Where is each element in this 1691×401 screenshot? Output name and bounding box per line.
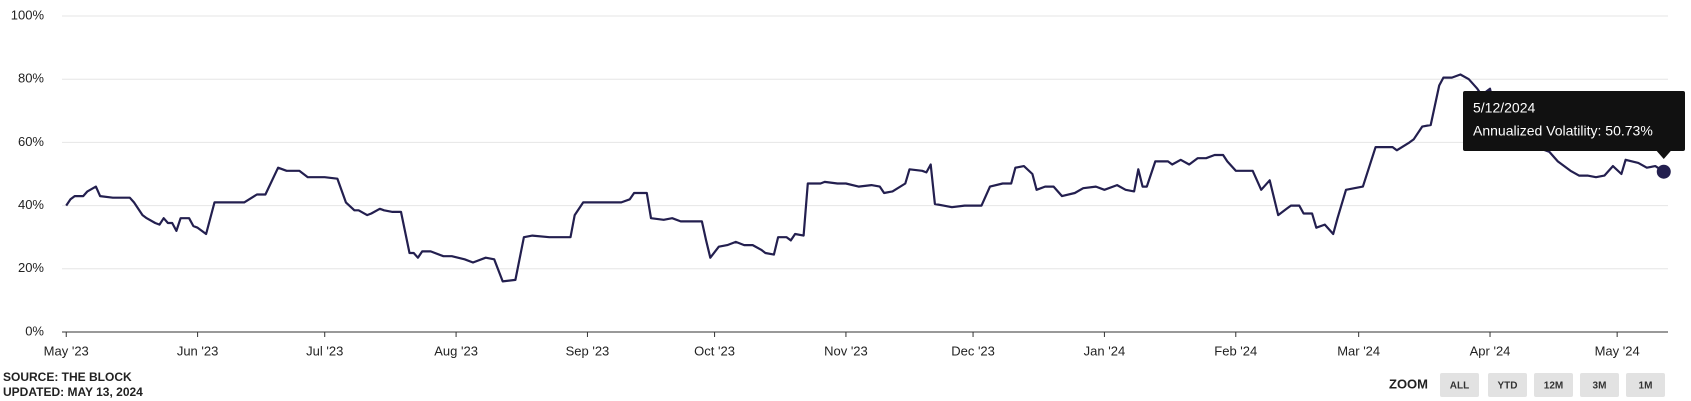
x-tick-label: May '23 bbox=[44, 343, 89, 358]
zoom-button-bg[interactable] bbox=[1440, 373, 1479, 397]
y-tick-label: 80% bbox=[18, 71, 44, 86]
zoom-button-bg[interactable] bbox=[1488, 373, 1527, 397]
tooltip-box bbox=[1463, 91, 1685, 151]
zoom-button[interactable]: 1M bbox=[1626, 373, 1665, 397]
x-tick-label: Sep '23 bbox=[566, 343, 610, 358]
x-tick-label: Dec '23 bbox=[951, 343, 995, 358]
y-tick-label: 40% bbox=[18, 197, 44, 212]
zoom-button-label[interactable]: 12M bbox=[1544, 381, 1563, 392]
x-tick-label: Jul '23 bbox=[306, 343, 343, 358]
zoom-label: ZOOM bbox=[1389, 376, 1428, 391]
y-tick-label: 60% bbox=[18, 134, 44, 149]
zoom-button[interactable]: 12M bbox=[1534, 373, 1573, 397]
zoom-button-bg[interactable] bbox=[1534, 373, 1573, 397]
tooltip-date: 5/12/2024 bbox=[1473, 100, 1535, 116]
source: SOURCE: THE BLOCK bbox=[3, 370, 132, 384]
hover-point bbox=[1656, 164, 1671, 179]
zoom-button-label[interactable]: 1M bbox=[1639, 381, 1653, 392]
zoom-button[interactable]: 3M bbox=[1580, 373, 1619, 397]
line bbox=[65, 73, 1665, 283]
zoom-button-label[interactable]: ALL bbox=[1450, 381, 1469, 392]
zoom-button[interactable]: ALL bbox=[1440, 373, 1479, 397]
zoom-button-label[interactable]: YTD bbox=[1498, 381, 1518, 392]
x-tick-label: May '24 bbox=[1595, 343, 1640, 358]
y-tick-label: 0% bbox=[25, 323, 44, 338]
y-tick-label: 100% bbox=[11, 7, 45, 22]
zoom-button-bg[interactable] bbox=[1580, 373, 1619, 397]
tooltip-value: Annualized Volatility: 50.73% bbox=[1473, 123, 1653, 139]
tooltip-arrow bbox=[1656, 151, 1671, 159]
x-tick-label: Oct '23 bbox=[694, 343, 735, 358]
updated: UPDATED: MAY 13, 2024 bbox=[3, 385, 143, 399]
x-tick-label: Apr '24 bbox=[1470, 343, 1511, 358]
x-tick-label: Mar '24 bbox=[1337, 343, 1380, 358]
zoom-button[interactable]: YTD bbox=[1488, 373, 1527, 397]
tooltip: 5/12/2024 Annualized Volatility: 50.73% bbox=[1463, 91, 1685, 159]
x-tick-label: Jan '24 bbox=[1084, 343, 1126, 358]
y-tick-label: 20% bbox=[18, 260, 44, 275]
x-tick-label: Aug '23 bbox=[434, 343, 478, 358]
zoom-button-label[interactable]: 3M bbox=[1593, 381, 1607, 392]
x-tick-label: Feb '24 bbox=[1214, 343, 1257, 358]
x-tick-label: Jun '23 bbox=[177, 343, 219, 358]
zoom-button-bg[interactable] bbox=[1626, 373, 1665, 397]
x-tick-label: Nov '23 bbox=[824, 343, 868, 358]
